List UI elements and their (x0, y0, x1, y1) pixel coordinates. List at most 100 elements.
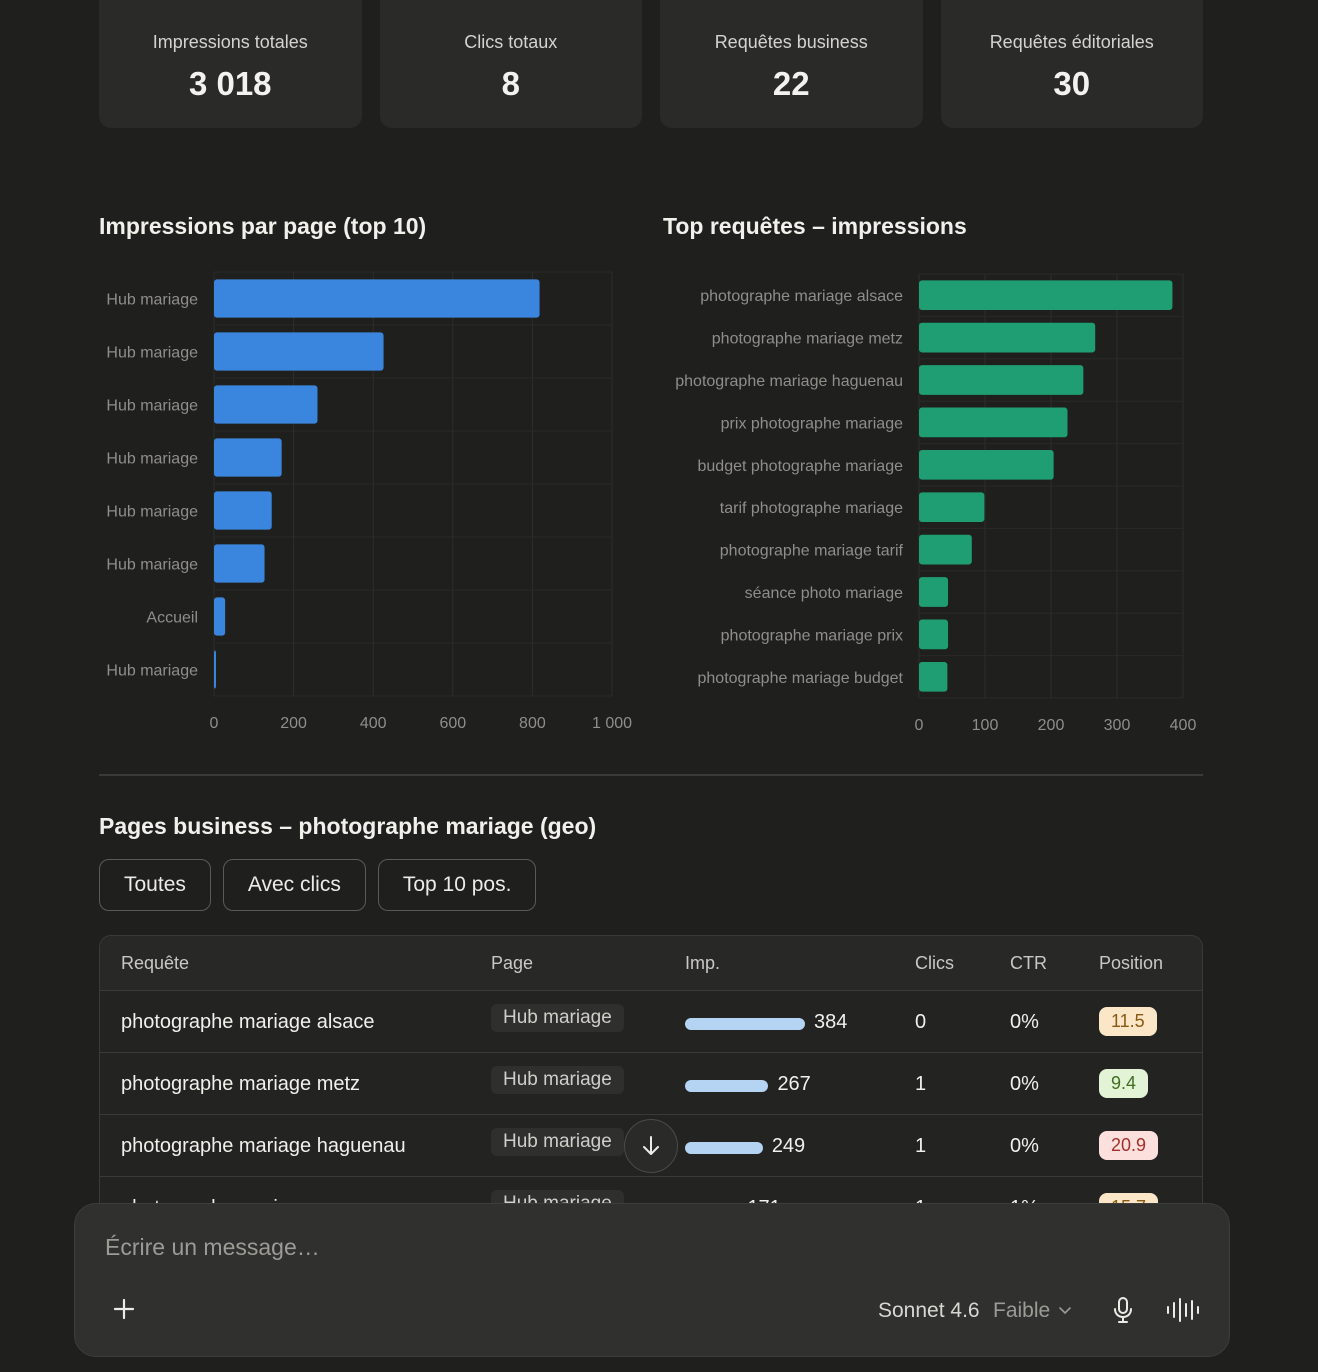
pages-chart: Hub mariage Hub mariage Hub mariage Hub mar… (0, 260, 650, 745)
filter-with-clicks-button[interactable]: Avec clics (222, 859, 366, 911)
filter-top10-button[interactable]: Top 10 pos. (377, 859, 537, 911)
clicks-cell: 0 (915, 1011, 927, 1033)
table-row[interactable]: photographe mariage haguenau Hub mariage 2… (100, 1115, 1202, 1177)
ctr-cell: 0% (1010, 1011, 1039, 1033)
x-tick-label: 0 (915, 717, 924, 734)
kpi-value: 8 (501, 65, 520, 102)
data-bar (214, 385, 318, 424)
impressions-bar (685, 1018, 805, 1030)
kpi-label: Requêtes éditoriales (989, 32, 1154, 52)
data-bar (214, 332, 384, 371)
plus-icon (113, 1298, 135, 1320)
data-bar (214, 544, 265, 583)
kpi-card-business-queries: Requêtes business 22 (660, 0, 923, 128)
model-selector[interactable]: Sonnet 4.6 (878, 1299, 980, 1322)
business-title: Pages business – photographe mariage (ge… (99, 813, 597, 839)
category-label: photographe mariage alsace (700, 288, 903, 305)
x-tick-label: 1 000 (592, 715, 632, 732)
category-label: prix photographe mariage (721, 415, 903, 432)
x-tick-label: 0 (210, 715, 219, 732)
kpi-card-impressions: Impressions totales 3 018 (99, 0, 362, 128)
data-bar (214, 279, 540, 318)
data-bar (919, 534, 972, 565)
x-tick-label: 600 (439, 715, 466, 732)
category-label: Hub mariage (106, 451, 198, 468)
waveform-icon (1167, 1298, 1199, 1322)
kpi-cards: Impressions totales 3 018 Clics totaux 8… (99, 0, 1203, 128)
data-bar (919, 280, 1173, 311)
data-bar (214, 650, 216, 689)
filter-all-button[interactable]: Toutes (99, 859, 211, 911)
page-tag: Hub mariage (491, 1128, 624, 1156)
clicks-cell: 1 (915, 1073, 927, 1095)
message-input[interactable] (105, 1234, 1005, 1261)
table-body: photographe mariage alsace Hub mariage 384… (100, 991, 1202, 1203)
effort-label: Faible (993, 1299, 1051, 1322)
category-label: budget photographe mariage (698, 458, 904, 475)
category-label: tarif photographe mariage (720, 500, 903, 517)
data-bar (919, 407, 1068, 438)
category-label: Hub mariage (106, 292, 198, 309)
category-label: Hub mariage (106, 557, 198, 574)
query-cell: photographe mariage metz (121, 1073, 361, 1095)
table-row[interactable]: photographe mariage nancy Hub mariage 171 1… (100, 1177, 1202, 1203)
add-attachment-button[interactable] (109, 1294, 139, 1324)
data-bar (919, 577, 949, 607)
column-header-position[interactable]: Position (1099, 953, 1164, 973)
data-bar (919, 449, 1054, 480)
category-label: photographe mariage budget (698, 670, 904, 687)
column-header-clicks[interactable]: Clics (915, 953, 954, 973)
data-bar (214, 597, 226, 636)
position-badge: 11.5 (1099, 1007, 1157, 1036)
queries-bar-chart: photographe mariage alsace photographe ma… (675, 273, 1196, 734)
effort-selector[interactable]: Faible (993, 1299, 1072, 1323)
pages-chart-title: Impressions par page (top 10) (99, 213, 427, 239)
category-label: Hub mariage (106, 504, 198, 521)
x-tick-label: 200 (280, 715, 307, 732)
impressions-value: 249 (771, 1135, 806, 1157)
scroll-down-button[interactable] (624, 1119, 678, 1173)
x-tick-label: 400 (360, 715, 387, 732)
voice-mode-button[interactable] (1165, 1296, 1201, 1324)
chevron-down-icon (1059, 1307, 1072, 1315)
category-label: photographe mariage tarif (720, 543, 904, 560)
position-badge: 15.7 (1099, 1193, 1159, 1203)
arrow-down-icon (643, 1136, 659, 1155)
data-bar (919, 365, 1084, 395)
category-label: photographe mariage haguenau (675, 373, 903, 390)
query-cell: photographe mariage nancy (121, 1197, 370, 1203)
category-label: photographe mariage metz (712, 331, 903, 348)
column-header-impressions[interactable]: Imp. (685, 953, 721, 973)
category-label: Hub mariage (106, 345, 198, 362)
x-tick-label: 300 (1104, 717, 1131, 734)
table-row[interactable]: photographe mariage alsace Hub mariage 384… (100, 991, 1202, 1053)
column-header-query[interactable]: Requête (121, 953, 190, 973)
kpi-label: Requêtes business (714, 32, 868, 52)
page-tag: Hub mariage (491, 1004, 624, 1032)
ctr-cell: 1% (1010, 1197, 1039, 1203)
kpi-label: Clics totaux (464, 32, 558, 52)
ctr-cell: 0% (1010, 1073, 1039, 1095)
impressions-bar (685, 1142, 763, 1154)
column-header-page[interactable]: Page (491, 953, 534, 973)
position-badge: 9.4 (1099, 1069, 1149, 1098)
table-header: Requête Page Imp. Clics CTR Position (100, 936, 1202, 991)
column-header-ctr[interactable]: CTR (1010, 953, 1047, 973)
table-row[interactable]: photographe mariage metz Hub mariage 267 1 0… (100, 1053, 1202, 1115)
query-cell: photographe mariage alsace (121, 1011, 375, 1033)
microphone-button[interactable] (1110, 1296, 1136, 1324)
section-divider (99, 774, 1203, 776)
x-tick-label: 200 (1038, 717, 1065, 734)
microphone-icon (1114, 1297, 1132, 1323)
kpi-card-editorial-queries: Requêtes éditoriales 30 (940, 0, 1203, 128)
impressions-value: 267 (777, 1073, 811, 1095)
clicks-cell: 1 (915, 1135, 927, 1157)
category-label: Hub mariage (106, 398, 198, 415)
kpi-value: 30 (1053, 65, 1091, 102)
impressions-value: 384 (814, 1011, 848, 1033)
clicks-cell: 1 (915, 1197, 926, 1203)
data-bar (919, 619, 949, 650)
data-bar (919, 492, 985, 523)
position-badge: 20.9 (1099, 1131, 1159, 1160)
